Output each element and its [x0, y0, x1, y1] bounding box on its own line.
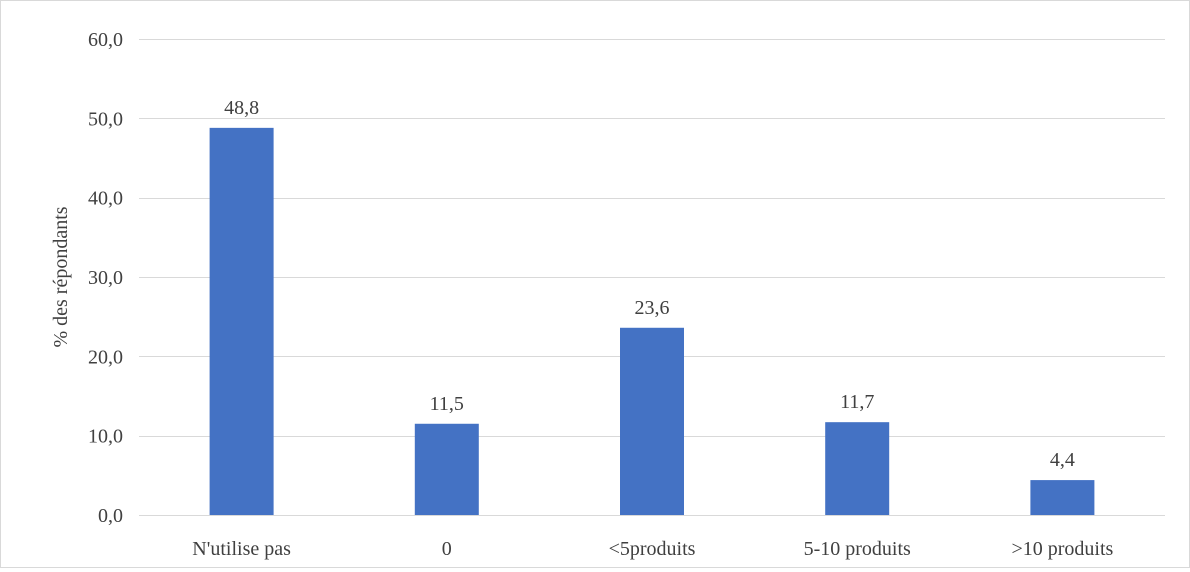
y-tick-label: 50,0	[88, 108, 123, 130]
bar	[209, 127, 274, 515]
y-tick-label: 20,0	[88, 346, 123, 368]
y-tick-label: 30,0	[88, 267, 123, 289]
y-tick-label: 10,0	[88, 426, 123, 448]
y-tick-label: 0,0	[98, 505, 123, 527]
y-tick-label: 40,0	[88, 188, 123, 210]
x-tick-label: N'utilise pas	[192, 538, 291, 560]
x-tick-label: 5-10 produits	[804, 538, 911, 560]
y-tick-labels: 0,0 10,0 20,0 30,0 40,0 50,0 60,0	[88, 29, 123, 527]
data-label: 11,5	[430, 393, 464, 415]
bars	[209, 127, 1095, 515]
x-tick-label: 0	[442, 538, 452, 560]
y-axis-title: % des répondants	[50, 206, 72, 347]
bar	[825, 422, 890, 515]
x-tick-label: <5produits	[609, 538, 696, 560]
y-tick-label: 60,0	[88, 29, 123, 51]
data-label: 23,6	[635, 297, 670, 319]
x-tick-label: >10 produits	[1011, 538, 1113, 560]
data-label: 48,8	[224, 97, 259, 119]
data-labels: 48,8 11,5 23,6 11,7 4,4	[224, 97, 1075, 471]
bar	[620, 327, 684, 515]
x-tick-labels: N'utilise pas 0 <5produits 5-10 produits >10…	[192, 538, 1113, 560]
bar	[1030, 480, 1095, 515]
data-label: 11,7	[840, 391, 874, 413]
bar	[414, 423, 479, 515]
data-label: 4,4	[1050, 449, 1075, 471]
